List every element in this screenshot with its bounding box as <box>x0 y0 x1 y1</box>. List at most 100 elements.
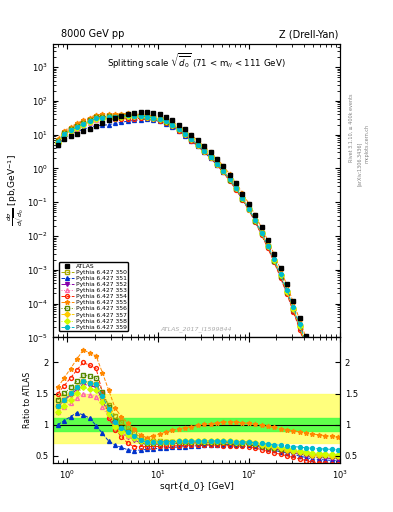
Text: Splitting scale $\sqrt{\overline{d_0}}$ (71 < m$_{ll}$ < 111 GeV): Splitting scale $\sqrt{\overline{d_0}}$ … <box>107 52 286 71</box>
Pythia 6.427 359 <box>75 124 79 130</box>
Pythia 6.427 358 <box>132 113 136 119</box>
Pythia 6.427 359 <box>183 131 187 137</box>
Pythia 6.427 352 <box>336 437 340 443</box>
Text: Z (Drell-Yan): Z (Drell-Yan) <box>279 29 338 39</box>
Pythia 6.427 351 <box>202 149 207 155</box>
Pythia 6.427 358 <box>291 305 296 311</box>
Pythia 6.427 356 <box>336 436 340 442</box>
Pythia 6.427 350 <box>316 379 321 386</box>
Pythia 6.427 356 <box>310 360 315 367</box>
Pythia 6.427 354 <box>316 383 321 390</box>
Pythia 6.427 354 <box>157 118 162 124</box>
Pythia 6.427 357 <box>227 176 232 182</box>
Pythia 6.427 359 <box>246 205 251 211</box>
Pythia 6.427 350 <box>310 360 315 367</box>
Pythia 6.427 359 <box>253 217 257 223</box>
Pythia 6.427 356 <box>68 126 73 133</box>
Pythia 6.427 358 <box>125 113 130 119</box>
Pythia 6.427 353 <box>285 288 289 294</box>
Pythia 6.427 359 <box>323 396 327 402</box>
Pythia 6.427 355 <box>183 127 187 133</box>
Pythia 6.427 355 <box>272 251 277 258</box>
Pythia 6.427 350 <box>170 122 175 128</box>
Pythia 6.427 351 <box>87 124 92 131</box>
Pythia 6.427 359 <box>278 271 283 278</box>
Text: 8000 GeV pp: 8000 GeV pp <box>61 29 124 39</box>
Pythia 6.427 357 <box>285 288 289 294</box>
Pythia 6.427 355 <box>107 111 111 117</box>
Pythia 6.427 352 <box>227 177 232 183</box>
Pythia 6.427 357 <box>208 154 213 160</box>
Pythia 6.427 351 <box>323 401 327 407</box>
Pythia 6.427 353 <box>100 116 105 122</box>
Pythia 6.427 354 <box>253 219 257 225</box>
Pythia 6.427 353 <box>246 205 251 211</box>
Pythia 6.427 358 <box>234 185 239 191</box>
Pythia 6.427 354 <box>55 137 60 143</box>
Pythia 6.427 350 <box>183 131 187 137</box>
Pythia 6.427 357 <box>55 139 60 145</box>
Pythia 6.427 351 <box>272 259 277 265</box>
Pythia 6.427 351 <box>208 155 213 161</box>
Pythia 6.427 351 <box>329 420 334 426</box>
Pythia 6.427 354 <box>221 169 226 176</box>
Line: Pythia 6.427 355: Pythia 6.427 355 <box>55 111 340 434</box>
Pythia 6.427 350 <box>291 306 296 312</box>
Pythia 6.427 355 <box>100 111 105 117</box>
Pythia 6.427 353 <box>240 195 245 201</box>
Pythia 6.427 358 <box>323 398 327 404</box>
Pythia 6.427 357 <box>163 118 168 124</box>
Pythia 6.427 354 <box>75 122 79 128</box>
Pythia 6.427 354 <box>291 309 296 315</box>
Pythia 6.427 355 <box>310 353 315 359</box>
Pythia 6.427 351 <box>227 177 232 183</box>
Pythia 6.427 359 <box>234 185 239 191</box>
Pythia 6.427 351 <box>55 142 60 148</box>
Pythia 6.427 357 <box>329 417 334 423</box>
Pythia 6.427 357 <box>298 323 302 329</box>
Pythia 6.427 356 <box>113 114 118 120</box>
Pythia 6.427 352 <box>132 114 136 120</box>
Pythia 6.427 350 <box>202 148 207 154</box>
Pythia 6.427 355 <box>119 111 124 117</box>
Pythia 6.427 354 <box>215 162 219 168</box>
Pythia 6.427 352 <box>298 324 302 330</box>
Pythia 6.427 351 <box>189 138 194 144</box>
Pythia 6.427 356 <box>125 113 130 119</box>
Pythia 6.427 350 <box>208 154 213 160</box>
Pythia 6.427 350 <box>62 131 67 137</box>
Pythia 6.427 358 <box>221 168 226 174</box>
Pythia 6.427 353 <box>215 160 219 166</box>
Pythia 6.427 350 <box>132 112 136 118</box>
Line: Pythia 6.427 359: Pythia 6.427 359 <box>56 114 340 438</box>
Pythia 6.427 356 <box>246 206 251 212</box>
Pythia 6.427 355 <box>234 180 239 186</box>
Pythia 6.427 351 <box>266 244 270 250</box>
Pythia 6.427 352 <box>62 131 67 137</box>
Pythia 6.427 351 <box>119 119 124 125</box>
Pythia 6.427 355 <box>163 116 168 122</box>
Line: Pythia 6.427 356: Pythia 6.427 356 <box>56 114 340 441</box>
Pythia 6.427 355 <box>68 124 73 130</box>
Pythia 6.427 354 <box>329 421 334 428</box>
Pythia 6.427 353 <box>170 122 175 128</box>
Pythia 6.427 358 <box>113 115 118 121</box>
Pythia 6.427 356 <box>119 113 124 119</box>
Pythia 6.427 354 <box>323 402 327 409</box>
Pythia 6.427 356 <box>298 324 302 330</box>
Pythia 6.427 356 <box>329 417 334 423</box>
Pythia 6.427 354 <box>132 116 136 122</box>
Pythia 6.427 354 <box>336 440 340 446</box>
Pythia 6.427 357 <box>100 115 105 121</box>
Pythia 6.427 359 <box>298 322 302 328</box>
Pythia 6.427 358 <box>285 288 289 294</box>
Pythia 6.427 355 <box>240 190 245 196</box>
Pythia 6.427 357 <box>266 243 270 249</box>
Pythia 6.427 351 <box>259 231 264 237</box>
Pythia 6.427 350 <box>157 116 162 122</box>
Pythia 6.427 357 <box>202 148 207 154</box>
Pythia 6.427 357 <box>246 205 251 211</box>
Line: Pythia 6.427 350: Pythia 6.427 350 <box>56 112 340 441</box>
Pythia 6.427 354 <box>163 120 168 126</box>
Pythia 6.427 357 <box>240 195 245 201</box>
